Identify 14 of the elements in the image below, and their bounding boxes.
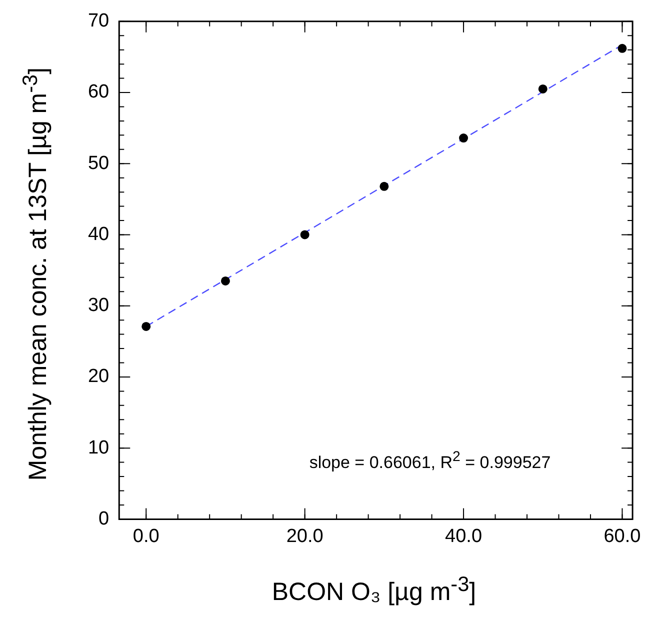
annotation: slope = 0.66061, R$^{2}$ = 0.999527 <box>309 449 551 473</box>
y-tick-label: 50 <box>88 152 110 174</box>
y-tick-label: 30 <box>88 295 110 316</box>
x-tick-label: 60.0 <box>604 526 641 547</box>
x-tick-label: 20.0 <box>286 526 324 547</box>
x-tick-label: 0.0 <box>132 526 160 547</box>
y-tick-label: 0 <box>98 508 110 530</box>
y-tick-label: 20 <box>88 366 110 388</box>
y-tick-label: 10 <box>88 437 110 458</box>
y-tick-label: 60 <box>88 82 110 103</box>
x-tick-label: 40.0 <box>445 526 482 547</box>
y-tick-label: 70 <box>88 10 110 32</box>
x-axis-title: BCON O₃ [µg m$^{-3}$] <box>272 572 476 608</box>
y-tick-label: 40 <box>88 224 110 245</box>
